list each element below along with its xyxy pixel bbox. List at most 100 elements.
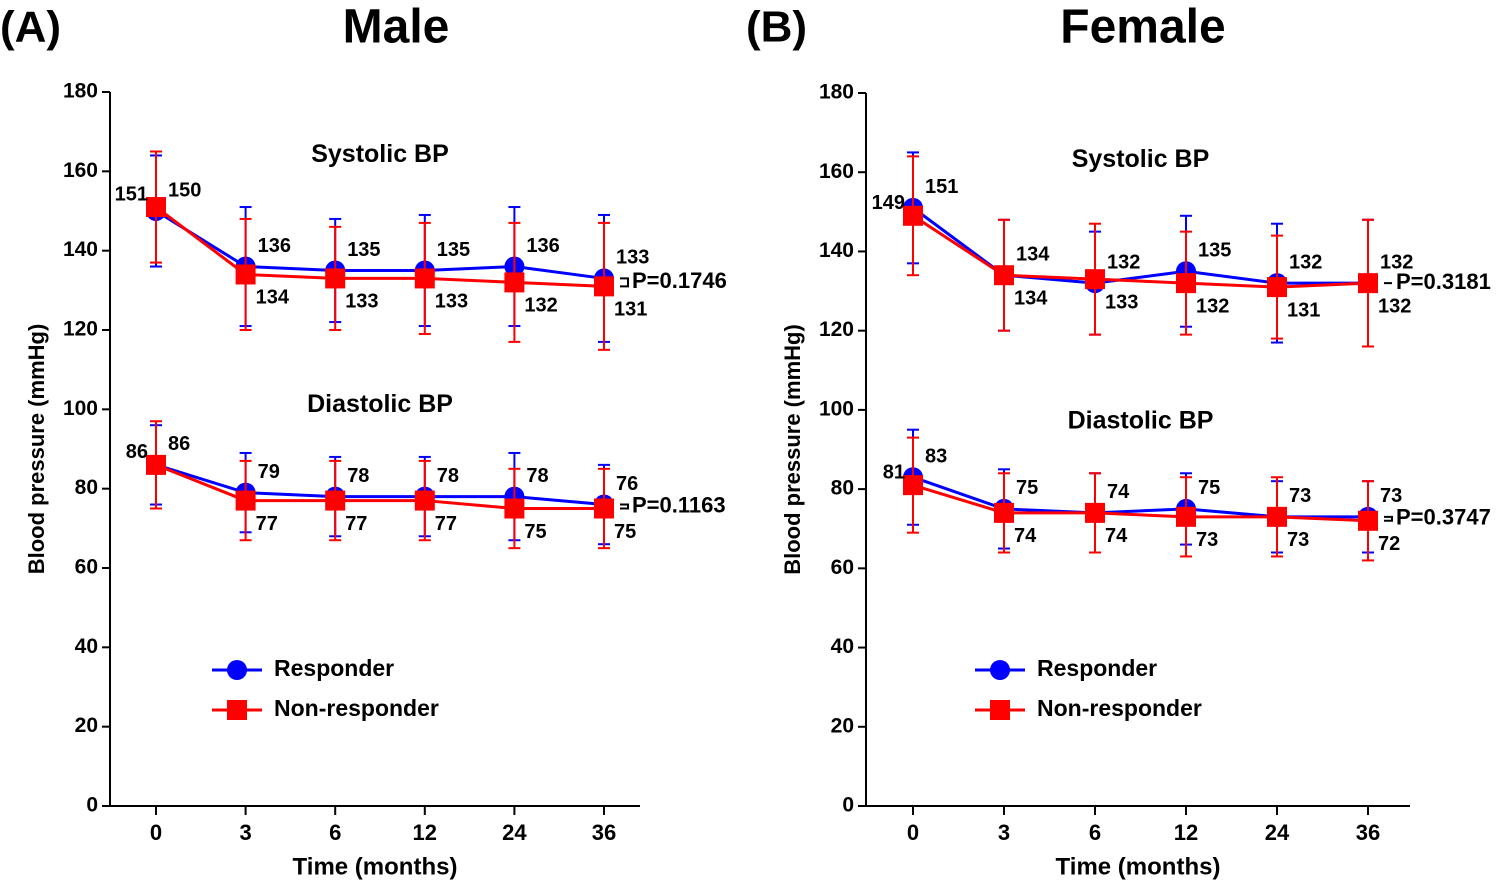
value-label: 77 <box>435 513 457 535</box>
value-label: 133 <box>345 291 378 313</box>
y-tick-label: 140 <box>819 239 854 262</box>
y-tick-label: 60 <box>831 556 854 579</box>
marker <box>414 268 435 289</box>
p-bracket <box>1384 515 1393 522</box>
x-tick-label: 12 <box>1174 820 1198 845</box>
y-tick-label: 160 <box>63 159 98 182</box>
value-label: 132 <box>1107 251 1140 273</box>
value-label: 77 <box>345 513 367 535</box>
y-tick-label: 160 <box>819 160 854 183</box>
marker <box>504 272 525 293</box>
value-label: 133 <box>616 247 649 269</box>
value-label: 134 <box>1016 243 1050 265</box>
x-tick-label: 3 <box>998 820 1010 845</box>
value-label: 74 <box>1014 525 1037 547</box>
marker <box>994 265 1014 286</box>
legend-label: Responder <box>274 655 394 681</box>
x-tick-label: 3 <box>239 820 251 845</box>
y-tick-label: 80 <box>75 476 98 499</box>
legend-marker <box>990 700 1010 720</box>
value-label: 136 <box>258 235 291 257</box>
group-label: Systolic BP <box>1072 145 1210 173</box>
p-value: P=0.1163 <box>632 492 726 517</box>
p-value: P=0.3747 <box>1396 505 1491 530</box>
marker <box>1176 273 1196 294</box>
y-tick-label: 120 <box>63 318 98 341</box>
value-label: 133 <box>1105 291 1138 313</box>
value-label: 151 <box>115 183 148 205</box>
x-tick-label: 36 <box>592 820 616 845</box>
x-tick-label: 24 <box>502 820 527 845</box>
value-label: 135 <box>1198 240 1231 262</box>
value-label: 77 <box>256 513 278 535</box>
value-label: 78 <box>526 465 548 487</box>
marker <box>594 498 614 519</box>
y-tick-label: 100 <box>63 397 98 420</box>
y-tick-label: 0 <box>842 794 854 817</box>
y-tick-label: 0 <box>86 794 98 817</box>
value-label: 73 <box>1196 529 1218 551</box>
marker <box>325 268 346 289</box>
value-label: 75 <box>614 521 636 543</box>
value-label: 79 <box>258 461 280 483</box>
series-line <box>912 483 1369 523</box>
legend-label: Responder <box>1037 655 1157 681</box>
value-label: 75 <box>524 521 546 543</box>
series-line <box>912 214 1369 289</box>
x-tick-label: 24 <box>1265 820 1290 845</box>
x-tick-label: 36 <box>1356 820 1380 845</box>
group-label: Diastolic BP <box>1068 406 1214 434</box>
value-label: 132 <box>1378 295 1411 317</box>
value-label: 83 <box>925 446 947 468</box>
marker <box>235 490 256 511</box>
marker <box>146 454 166 475</box>
value-label: 86 <box>168 433 190 455</box>
value-label: 86 <box>126 441 148 463</box>
chart-title: Female <box>1060 1 1225 54</box>
y-tick-label: 180 <box>63 80 98 103</box>
x-axis-label: Time (months) <box>1056 853 1221 880</box>
value-label: 81 <box>883 461 905 483</box>
value-label: 73 <box>1287 529 1309 551</box>
y-axis-label: Blood pressure (mmHg) <box>24 324 49 575</box>
y-tick-label: 180 <box>819 81 854 104</box>
y-axis-label: Blood pressure (mmHg) <box>780 324 805 575</box>
series-line <box>155 205 605 288</box>
value-label: 78 <box>347 465 369 487</box>
x-tick-label: 0 <box>150 820 162 845</box>
value-label: 72 <box>1378 533 1400 555</box>
value-label: 132 <box>1196 295 1229 317</box>
value-label: 132 <box>1380 251 1413 273</box>
x-axis-label: Time (months) <box>293 853 458 880</box>
value-label: 135 <box>437 239 470 261</box>
marker <box>414 490 435 511</box>
value-label: 150 <box>168 179 201 201</box>
group-label: Diastolic BP <box>307 390 453 418</box>
value-label: 78 <box>437 465 459 487</box>
series-line <box>155 209 605 280</box>
value-label: 75 <box>1016 477 1038 499</box>
panel-label: (A) <box>0 3 61 52</box>
series-line <box>155 463 605 507</box>
p-bracket <box>620 277 629 288</box>
group-label: Systolic BP <box>311 140 449 168</box>
p-value: P=0.3181 <box>1396 269 1491 294</box>
y-tick-label: 120 <box>819 318 854 341</box>
y-tick-label: 140 <box>63 238 98 261</box>
y-tick-label: 20 <box>75 714 98 737</box>
marker <box>1358 273 1378 294</box>
panel-label: (B) <box>746 3 807 52</box>
x-tick-label: 12 <box>413 820 437 845</box>
value-label: 134 <box>256 287 290 309</box>
value-label: 133 <box>435 291 468 313</box>
value-label: 73 <box>1380 485 1402 507</box>
marker <box>504 498 525 519</box>
value-label: 151 <box>925 176 958 198</box>
y-tick-label: 60 <box>75 556 98 579</box>
series-line <box>155 463 604 510</box>
p-value: P=0.1746 <box>632 268 727 293</box>
y-tick-label: 40 <box>831 635 854 658</box>
value-label: 132 <box>1289 251 1322 273</box>
value-label: 131 <box>1287 299 1320 321</box>
